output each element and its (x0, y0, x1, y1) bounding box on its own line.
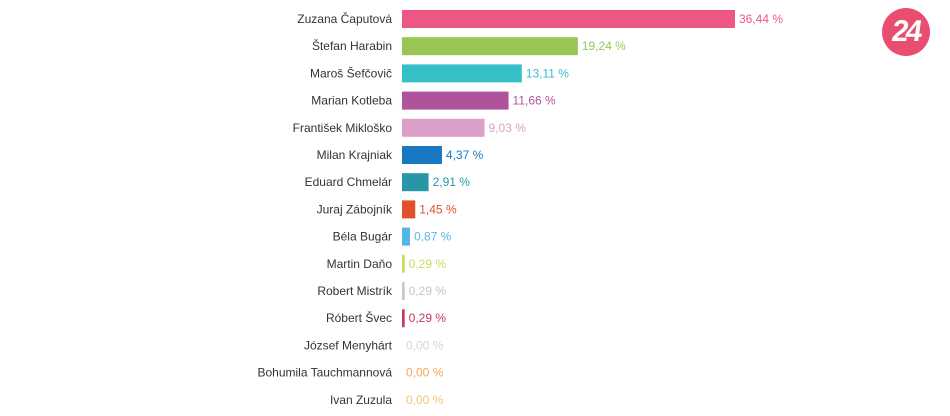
value-label: 36,44 % (739, 12, 783, 26)
category-label: Štefan Harabin (312, 38, 392, 53)
value-label: 0,29 % (409, 284, 447, 298)
bar[interactable] (402, 254, 405, 273)
category-label: Ivan Zuzula (330, 393, 392, 407)
category-label: Maroš Šefčovič (310, 65, 392, 80)
category-label: József Menyhárt (304, 338, 393, 352)
category-label: Juraj Zábojník (317, 202, 393, 216)
bar[interactable] (402, 10, 735, 28)
site-logo[interactable]: 24 (882, 8, 930, 56)
value-label: 0,00 % (406, 393, 444, 407)
category-label: Róbert Švec (326, 310, 392, 325)
value-label: 0,29 % (409, 257, 447, 271)
value-label: 0,87 % (414, 230, 452, 244)
category-label: Zuzana Čaputová (297, 11, 392, 26)
bar[interactable] (402, 91, 509, 110)
value-label: 0,29 % (409, 311, 447, 325)
bar[interactable] (402, 227, 410, 246)
bar[interactable] (402, 200, 416, 219)
category-label: František Mikloško (293, 121, 393, 135)
value-label: 19,24 % (582, 39, 626, 53)
bar[interactable] (402, 64, 522, 83)
value-label: 0,00 % (406, 338, 444, 352)
value-label: 2,91 % (433, 175, 471, 189)
category-label: Béla Bugár (333, 230, 392, 244)
bar[interactable] (402, 309, 405, 328)
value-label: 0,00 % (406, 366, 444, 380)
value-label: 4,37 % (446, 148, 484, 162)
bar[interactable] (402, 146, 442, 164)
bar[interactable] (402, 37, 578, 56)
bar[interactable] (402, 282, 405, 300)
bar[interactable] (402, 173, 429, 192)
value-label: 9,03 % (489, 121, 527, 135)
bar[interactable] (402, 118, 485, 137)
value-label: 13,11 % (526, 66, 569, 80)
category-label: Marian Kotleba (311, 94, 392, 108)
category-label: Bohumila Tauchmannová (257, 366, 392, 380)
category-label: Eduard Chmelár (305, 175, 392, 189)
category-label: Milan Krajniak (317, 148, 393, 162)
category-label: Robert Mistrík (317, 284, 393, 298)
category-label: Martin Daňo (327, 257, 393, 271)
value-label: 11,66 % (513, 94, 556, 108)
value-label: 1,45 % (419, 202, 457, 216)
